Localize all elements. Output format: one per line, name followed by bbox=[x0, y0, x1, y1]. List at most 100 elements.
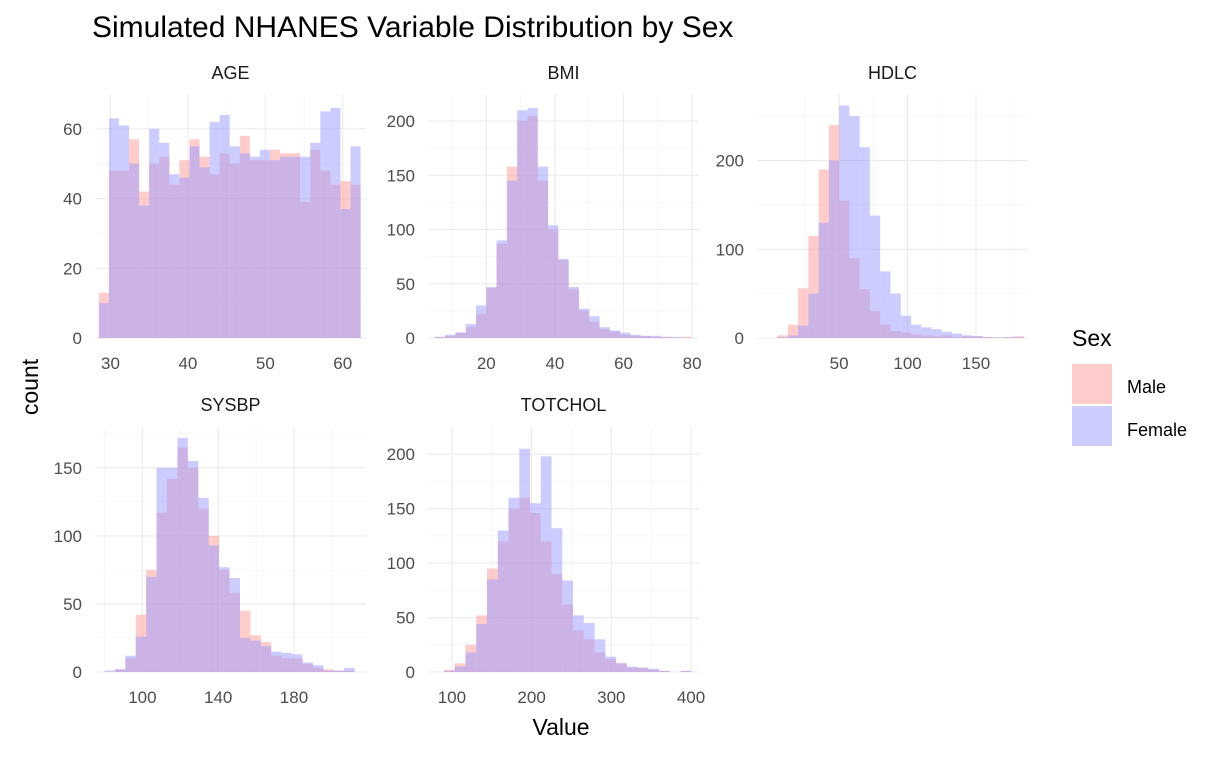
bar-female bbox=[599, 327, 610, 338]
bar-female bbox=[149, 128, 160, 338]
bar-female bbox=[260, 646, 272, 672]
bar-female bbox=[104, 670, 115, 672]
bar-female bbox=[508, 497, 520, 672]
bar-female bbox=[616, 663, 627, 672]
bar-female bbox=[530, 503, 541, 672]
bar-female bbox=[921, 327, 932, 338]
bar-female bbox=[626, 666, 638, 672]
bar-female bbox=[551, 528, 563, 672]
bar-female bbox=[680, 670, 692, 672]
chart-title: Simulated NHANES Variable Distribution b… bbox=[92, 11, 733, 44]
bar-female bbox=[537, 166, 549, 338]
bar-female bbox=[445, 334, 456, 338]
facet-label-totchol: TOTCHOL bbox=[521, 395, 607, 415]
y-tick-label: 0 bbox=[406, 329, 415, 348]
bar-female bbox=[443, 670, 455, 672]
bar-female bbox=[659, 670, 670, 672]
bar-female bbox=[340, 209, 351, 338]
legend-key-male bbox=[1072, 364, 1112, 404]
bar-female bbox=[620, 332, 631, 338]
bar-female bbox=[540, 456, 552, 672]
bar-female bbox=[239, 153, 250, 338]
bar-female bbox=[159, 142, 170, 338]
bar-female bbox=[671, 336, 682, 338]
bar-female bbox=[573, 615, 584, 672]
panel-age: 30 40 50 60 0 20 40 60 AGE bbox=[63, 63, 366, 373]
bar-female bbox=[648, 668, 660, 672]
bar-female bbox=[589, 316, 600, 338]
panel-bmi: 20 40 60 80 0 50 100 150 200 BMI bbox=[387, 63, 702, 373]
bar-female bbox=[219, 567, 230, 672]
bar-male bbox=[681, 336, 693, 338]
x-tick-label: 40 bbox=[178, 354, 197, 373]
bar-female bbox=[249, 156, 260, 338]
bar-female bbox=[189, 146, 200, 338]
bar-male bbox=[808, 235, 819, 338]
y-tick-label: 100 bbox=[54, 527, 82, 546]
bar-female bbox=[798, 325, 809, 338]
x-tick-label: 50 bbox=[830, 354, 849, 373]
bar-female bbox=[900, 315, 911, 338]
bar-female bbox=[179, 177, 190, 338]
bar-female bbox=[910, 324, 922, 338]
bar-female bbox=[982, 337, 994, 338]
y-tick-label: 200 bbox=[716, 152, 744, 171]
facet-label-hdlc: HDLC bbox=[868, 63, 917, 83]
y-tick-label: 100 bbox=[387, 554, 415, 573]
bar-female bbox=[177, 437, 188, 672]
y-tick-label: 150 bbox=[54, 459, 82, 478]
bar-female bbox=[583, 623, 595, 672]
series-female-sysbp bbox=[104, 437, 355, 672]
bar-female bbox=[344, 667, 355, 672]
bar-female bbox=[269, 160, 281, 338]
x-axis-title: Value bbox=[532, 714, 589, 740]
facet-label-age: AGE bbox=[211, 63, 249, 83]
bar-female bbox=[156, 467, 168, 672]
y-tick-label: 50 bbox=[396, 275, 415, 294]
x-tick-label: 60 bbox=[614, 354, 633, 373]
bar-female bbox=[199, 167, 210, 338]
bar-female bbox=[114, 669, 126, 672]
bar-female bbox=[519, 448, 531, 672]
bar-female bbox=[476, 305, 487, 338]
series-female-bmi bbox=[434, 108, 682, 339]
bar-female bbox=[869, 215, 881, 338]
bar-female bbox=[312, 665, 324, 672]
y-tick-label: 200 bbox=[387, 445, 415, 464]
x-tick-label: 60 bbox=[333, 354, 352, 373]
bar-female bbox=[993, 337, 1004, 338]
x-tick-label: 180 bbox=[280, 688, 308, 707]
bar-female bbox=[972, 336, 983, 338]
bar-female bbox=[497, 530, 509, 672]
bar-female bbox=[139, 205, 150, 338]
bar-female bbox=[350, 146, 361, 338]
bar-female bbox=[640, 335, 651, 338]
bar-female bbox=[637, 667, 649, 672]
x-tick-label: 400 bbox=[677, 688, 705, 707]
bar-female bbox=[609, 330, 621, 338]
bar-female bbox=[517, 110, 528, 339]
bar-female bbox=[568, 287, 579, 338]
bar-female bbox=[250, 640, 261, 672]
bar-female bbox=[787, 335, 799, 338]
legend-key-female bbox=[1072, 406, 1112, 446]
bar-female bbox=[281, 652, 293, 672]
bar-male bbox=[777, 335, 788, 338]
y-axis-title: count bbox=[17, 358, 43, 415]
x-tick-label: 50 bbox=[256, 354, 275, 373]
x-tick-label: 100 bbox=[893, 354, 921, 373]
panel-hdlc: 50 100 150 0 100 200 HDLC bbox=[716, 63, 1028, 373]
bar-female bbox=[146, 576, 157, 672]
bar-female bbox=[808, 293, 819, 338]
y-tick-label: 0 bbox=[735, 329, 744, 348]
x-tick-label: 300 bbox=[597, 688, 625, 707]
bar-female bbox=[486, 579, 498, 672]
y-tick-label: 200 bbox=[387, 112, 415, 131]
bar-female bbox=[630, 334, 641, 338]
bar-female bbox=[828, 160, 840, 338]
bar-female bbox=[219, 114, 230, 339]
bar-female bbox=[890, 293, 901, 338]
bar-female bbox=[1013, 337, 1024, 338]
bar-female bbox=[849, 116, 860, 338]
bar-female bbox=[562, 580, 574, 672]
